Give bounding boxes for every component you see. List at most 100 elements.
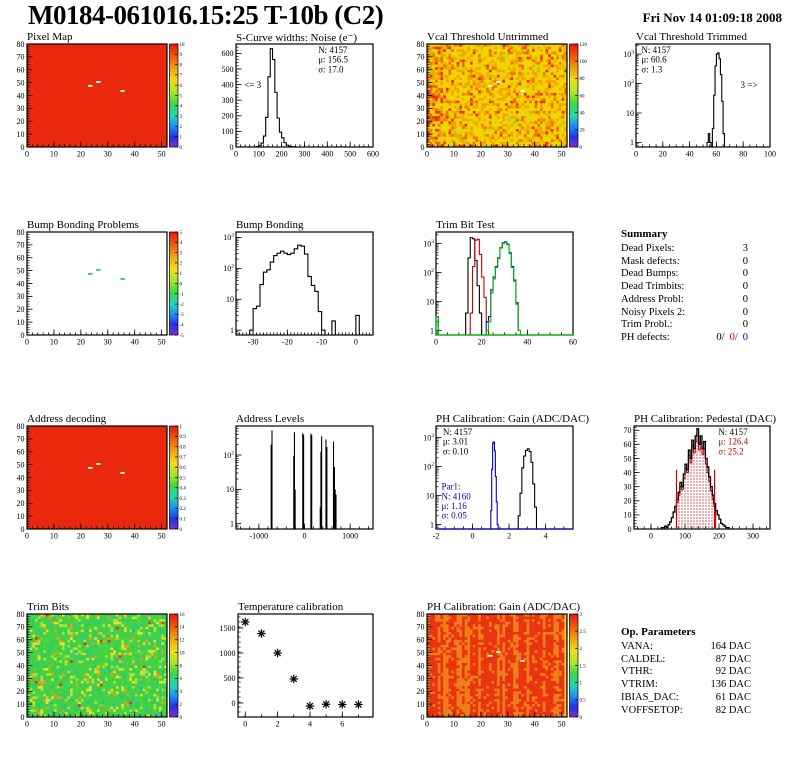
svg-text:N: 4160: N: 4160: [441, 491, 471, 501]
chart-scurve-noise: S-Curve widths: Noise (e⁻) 0 100 200 300 400…: [200, 30, 400, 200]
svg-text:50: 50: [17, 266, 25, 275]
svg-text:30: 30: [17, 486, 25, 495]
svg-text:1000: 1000: [342, 532, 358, 541]
op-parameter-row-value: 61 DAC: [715, 691, 751, 703]
chart-pixel-map: Pixel Map 0 10 20 30 40 50 0 10 20 30 40 50 60 70 80 0 1…: [0, 30, 200, 200]
svg-text:3 =>: 3 =>: [741, 80, 758, 90]
op-parameter-row-label: CALDEL:: [621, 653, 666, 665]
svg-text:10: 10: [626, 109, 634, 118]
svg-text:10: 10: [426, 491, 434, 500]
op-parameter-row-label: VANA:: [621, 641, 653, 652]
svg-text:<= 3: <= 3: [244, 80, 261, 90]
svg-text:-2: -2: [433, 532, 440, 541]
svg-text:2: 2: [180, 125, 183, 130]
svg-text:60: 60: [624, 440, 632, 449]
address-decoding-plot: 0 10 20 30 40 50 0 10 20 30 40 50 60 70 80 0 0.1 0.2 0.3 0.…: [0, 412, 200, 585]
summary-row: Noisy Pixels 2: 0: [621, 307, 748, 320]
plot-title: PH Calibration: Gain (ADC/DAC): [427, 601, 581, 613]
plot-title: S-Curve widths: Noise (e⁻): [236, 32, 357, 44]
svg-text:103: 103: [223, 233, 234, 243]
svg-text:σ: 25.2: σ: 25.2: [718, 446, 743, 456]
svg-text:70: 70: [17, 435, 25, 444]
svg-text:Par1:: Par1:: [441, 482, 460, 492]
svg-text:50: 50: [558, 150, 566, 159]
svg-text:μ: 3.01: μ: 3.01: [443, 437, 468, 447]
summary-heading: Summary: [621, 228, 668, 240]
svg-text:μ: 1.16: μ: 1.16: [441, 501, 467, 511]
svg-text:2: 2: [180, 262, 183, 267]
plot-title: Bump Bonding: [236, 219, 304, 231]
summary-row: Address Probl: 0: [621, 294, 748, 307]
svg-text:60: 60: [17, 66, 25, 75]
svg-text:600: 600: [222, 49, 234, 58]
svg-text:30: 30: [417, 104, 425, 113]
svg-text:3: 3: [180, 115, 183, 120]
svg-text:40: 40: [131, 150, 139, 159]
svg-text:50: 50: [158, 150, 166, 159]
svg-text:80: 80: [17, 228, 25, 237]
svg-text:4: 4: [544, 532, 548, 541]
ph-gain-map-plot: 0 10 20 30 40 50 0 10 20 30 40 50 60 70 80 0 0.5 1 1.5 2 2.5…: [400, 600, 600, 772]
svg-text:50: 50: [417, 78, 425, 87]
summary-row-label: Trim Probl.:: [621, 319, 673, 331]
summary-row-label: Dead Trimbits:: [621, 281, 685, 293]
chart-address-levels: Address Levels -1000 0 1000 1 10 102: [200, 412, 400, 582]
svg-text:80: 80: [580, 77, 586, 82]
svg-text:0.6: 0.6: [180, 466, 187, 471]
svg-text:0: 0: [471, 532, 475, 541]
svg-text:600: 600: [367, 150, 379, 159]
svg-text:0: 0: [25, 532, 29, 541]
svg-text:σ: 17.0: σ: 17.0: [318, 64, 344, 74]
op-parameter-row-value: 87 DAC: [715, 653, 751, 665]
vcal-untrimmed-plot: 0 10 20 30 40 50 0 10 20 30 40 50 60 70 80 0 20 40 60 80 100…: [400, 30, 600, 203]
svg-text:0.9: 0.9: [180, 435, 187, 440]
chart-vcal-untrimmed: Vcal Threshold Untrimmed 0 10 20 30 40 50 0 10 2…: [400, 30, 600, 200]
svg-text:N: 4157: N: 4157: [318, 45, 348, 55]
svg-text:10: 10: [17, 512, 25, 521]
svg-text:-30: -30: [248, 338, 259, 347]
chart-temp-calibration: Temperature calibration 0 2 4 6 0 500 1000 1500: [200, 600, 400, 770]
svg-text:103: 103: [623, 49, 634, 59]
svg-text:5: 5: [180, 94, 183, 99]
svg-text:0: 0: [180, 528, 183, 533]
svg-text:20: 20: [580, 129, 586, 134]
svg-text:100: 100: [580, 60, 588, 65]
svg-text:300: 300: [747, 532, 759, 541]
summary-row-value: 0: [742, 255, 748, 267]
svg-text:40: 40: [17, 473, 25, 482]
svg-text:200: 200: [222, 112, 234, 121]
op-parameter-row-label: VOFFSETOP:: [621, 704, 683, 716]
plot-title: Address decoding: [27, 413, 107, 425]
svg-text:500: 500: [344, 150, 356, 159]
svg-text:40: 40: [686, 150, 694, 159]
summary-panel: Summary Dead Pixels: 3 Mask defects: 0 Dead …: [600, 228, 796, 398]
svg-text:0.3: 0.3: [180, 497, 187, 502]
svg-text:300: 300: [222, 96, 234, 105]
svg-text:10: 10: [426, 297, 434, 306]
svg-text:20: 20: [624, 497, 632, 506]
chart-bump-bonding: Bump Bonding -30 -20 -10 0 1 10 102 103: [200, 218, 400, 388]
svg-text:60: 60: [569, 338, 577, 347]
svg-text:2: 2: [507, 532, 511, 541]
svg-text:40: 40: [17, 91, 25, 100]
svg-text:102: 102: [223, 450, 234, 460]
svg-text:500: 500: [222, 65, 234, 74]
svg-text:1: 1: [430, 520, 434, 529]
svg-text:μ: 156.5: μ: 156.5: [318, 55, 348, 65]
svg-text:0.4: 0.4: [180, 487, 187, 492]
summary-row-label: PH defects:: [621, 331, 670, 343]
op-parameter-row: CALDEL: 87 DAC: [621, 654, 751, 667]
svg-text:300: 300: [299, 150, 311, 159]
temp-calibration-plot: 0 2 4 6 0 500 1000 1500: [200, 600, 400, 772]
summary-row-value: 0: [742, 281, 748, 293]
svg-text:10: 10: [17, 318, 25, 327]
summary-row-value: 3: [742, 243, 748, 254]
summary-row-value: 0: [742, 306, 748, 318]
ph-gain-hist-plot: -2 0 2 4 1 10 102 103 N: 4157 μ: 3.01 σ: 0.10 Par1:…: [400, 412, 600, 585]
svg-text:0: 0: [21, 331, 25, 340]
svg-text:0.1: 0.1: [180, 518, 187, 523]
summary-row: Dead Bumps: 0: [621, 268, 748, 281]
svg-text:40: 40: [131, 338, 139, 347]
svg-text:10: 10: [226, 485, 234, 494]
summary-row-value: 0: [742, 293, 748, 305]
